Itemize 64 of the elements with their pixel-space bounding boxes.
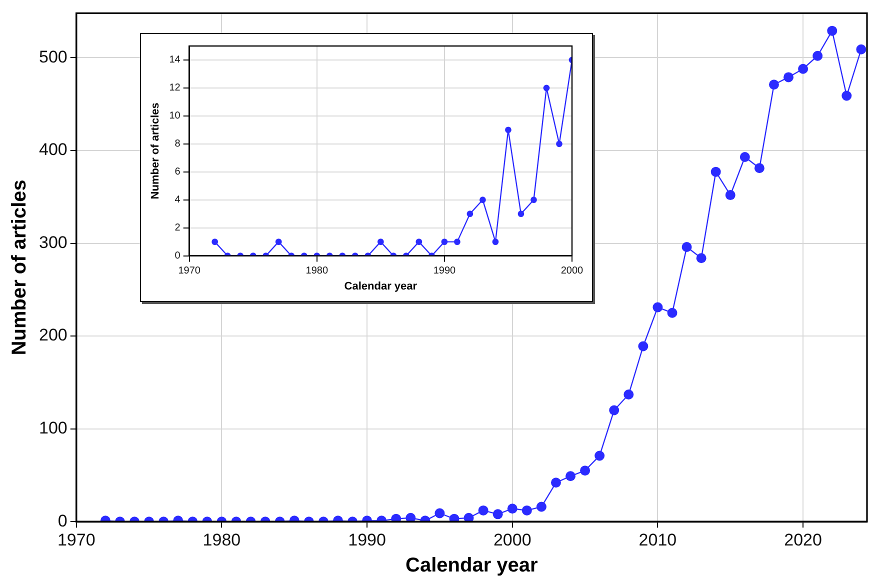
point bbox=[441, 238, 448, 246]
point bbox=[454, 238, 460, 246]
x-axis-title: Calendar year bbox=[344, 280, 418, 292]
point bbox=[505, 126, 512, 134]
point bbox=[377, 238, 384, 246]
x-tick-label: 1970 bbox=[178, 266, 201, 277]
point bbox=[556, 140, 562, 148]
y-axis-title: Number of articles bbox=[150, 102, 162, 200]
y-tick-label: 100 bbox=[38, 418, 68, 438]
point bbox=[696, 253, 706, 264]
point bbox=[667, 308, 678, 318]
y-axis-title: Number of articles bbox=[8, 180, 31, 356]
y-tick-label: 0 bbox=[58, 511, 68, 530]
point bbox=[449, 514, 460, 522]
point bbox=[827, 26, 838, 36]
point bbox=[391, 514, 402, 522]
point bbox=[710, 166, 721, 177]
point bbox=[856, 44, 866, 54]
point bbox=[464, 512, 474, 522]
point bbox=[812, 50, 823, 61]
point bbox=[638, 341, 648, 352]
y-tick-label: 14 bbox=[169, 54, 181, 66]
x-tick-label: 2020 bbox=[784, 530, 822, 550]
point bbox=[842, 90, 852, 101]
y-tick-label: 4 bbox=[174, 194, 181, 206]
x-tick-label: 2000 bbox=[560, 266, 584, 277]
point bbox=[492, 238, 499, 246]
y-tick-label: 10 bbox=[169, 110, 181, 122]
y-tick-label: 500 bbox=[38, 47, 68, 66]
x-axis-title: Calendar year bbox=[406, 554, 538, 577]
point bbox=[543, 84, 550, 92]
y-tick-label: 6 bbox=[174, 166, 181, 178]
x-tick-label: 2000 bbox=[493, 530, 532, 550]
point bbox=[798, 64, 808, 74]
y-tick-label: 8 bbox=[174, 138, 181, 150]
point bbox=[480, 196, 486, 204]
y-tick-label: 300 bbox=[38, 232, 68, 252]
point bbox=[784, 72, 794, 82]
point bbox=[725, 190, 736, 200]
x-tick-label: 1990 bbox=[348, 530, 386, 550]
x-tick-label: 1980 bbox=[306, 266, 328, 277]
y-tick-label: 400 bbox=[38, 140, 68, 160]
x-tick-label: 1980 bbox=[202, 530, 241, 550]
x-tick-label: 1990 bbox=[433, 266, 456, 277]
point bbox=[518, 210, 524, 218]
point bbox=[768, 80, 779, 90]
point bbox=[275, 238, 282, 246]
x-tick-label: 1970 bbox=[57, 530, 96, 550]
point bbox=[609, 405, 620, 416]
point bbox=[416, 238, 422, 246]
point bbox=[466, 210, 474, 218]
y-tick-label: 12 bbox=[169, 82, 181, 94]
point bbox=[406, 512, 416, 522]
x-tick-label: 2010 bbox=[638, 530, 677, 550]
point bbox=[754, 163, 764, 174]
point bbox=[530, 196, 537, 204]
y-tick-label: 0 bbox=[174, 250, 181, 262]
y-tick-label: 200 bbox=[38, 326, 68, 345]
point bbox=[212, 238, 218, 246]
point bbox=[740, 152, 750, 162]
y-tick-label: 2 bbox=[174, 222, 181, 234]
point bbox=[682, 242, 692, 252]
point bbox=[624, 390, 634, 400]
point bbox=[652, 302, 663, 312]
